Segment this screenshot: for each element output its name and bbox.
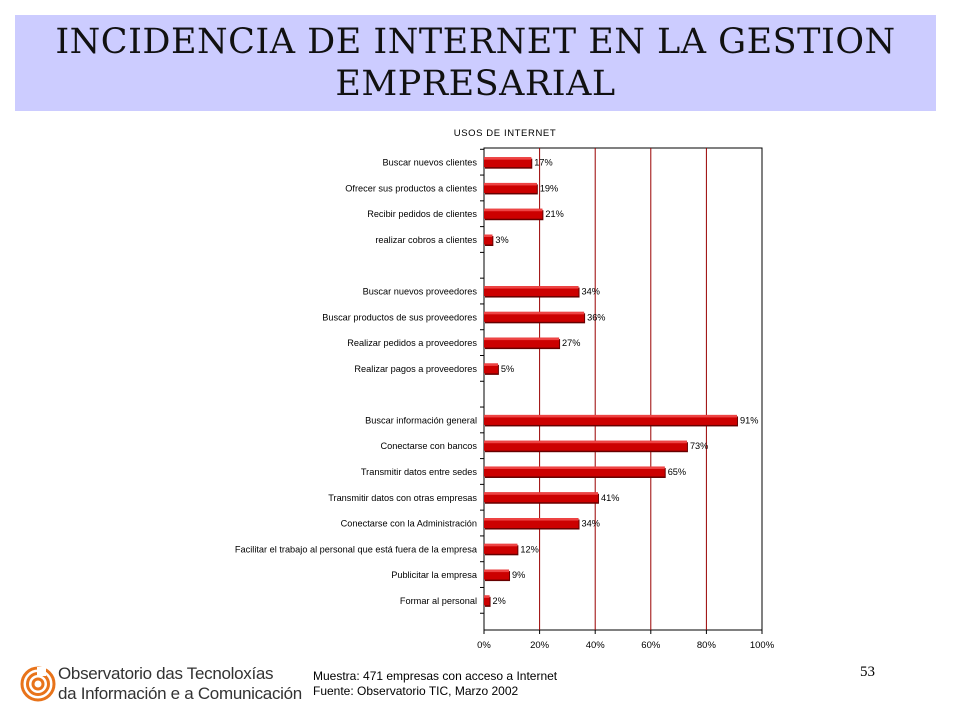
bar-highlight: [484, 492, 598, 495]
category-label: Publicitar la empresa: [391, 570, 478, 580]
category-label: Buscar productos de sus proveedores: [322, 312, 477, 322]
x-tick-label: 100%: [750, 640, 775, 651]
bar-highlight: [484, 569, 510, 573]
bar: [484, 414, 737, 425]
bar: [484, 208, 543, 219]
bar-highlight: [484, 363, 498, 366]
title-band: INCIDENCIA DE INTERNET EN LA GESTION EMP…: [15, 15, 936, 111]
page-title: INCIDENCIA DE INTERNET EN LA GESTION EMP…: [15, 21, 936, 105]
x-tick-label: 60%: [641, 640, 661, 651]
source-note: Fuente: Observatorio TIC, Marzo 2002: [313, 684, 519, 698]
bar-highlight: [484, 595, 490, 598]
bar: [484, 569, 510, 580]
x-tick-label: 20%: [530, 640, 550, 651]
page-number: 53: [860, 664, 875, 680]
bar-highlight: [484, 157, 532, 160]
plot-area: [483, 147, 763, 631]
category-label: Ofrecer sus productos a clientes: [345, 183, 477, 193]
bar-highlight: [484, 234, 493, 238]
category-label: Facilitar el trabajo al personal que est…: [235, 544, 478, 554]
data-label: 65%: [668, 467, 686, 477]
observatorio-logo: Observatorio das Tecnoloxías da Informac…: [20, 660, 302, 710]
spiral-logo-icon: [20, 666, 56, 702]
bar-highlight: [484, 414, 737, 418]
bar: [484, 286, 579, 297]
category-label: Buscar nuevos proveedores: [363, 287, 478, 297]
internet-uses-bar-chart: 0% 20% 40% 60% 80% 100% USOS DE INTERNET Buscar…: [235, 128, 775, 651]
logo-line-1: Observatorio das Tecnoloxías: [58, 664, 274, 683]
category-label: realizar cobros a clientes: [375, 235, 477, 245]
chart-title: USOS DE INTERNET: [454, 128, 557, 139]
data-label: 5%: [501, 364, 514, 374]
category-label: Transmitir datos con otras empresas: [328, 493, 477, 503]
bar-highlight: [484, 182, 537, 186]
bar: [484, 492, 598, 503]
x-tick-label: 40%: [586, 640, 606, 651]
data-label: 36%: [587, 312, 605, 322]
footer-note: Muestra: 471 empresas con acceso a Inter…: [313, 669, 557, 699]
bar-highlight: [484, 208, 543, 212]
bar-highlight: [484, 518, 579, 521]
data-label: 41%: [601, 493, 619, 503]
bar: [484, 363, 498, 374]
data-label: 17%: [534, 158, 552, 168]
bar: [484, 311, 585, 322]
bar: [484, 543, 518, 554]
bar: [484, 595, 490, 606]
bar: [484, 234, 493, 245]
category-label: Conectarse con la Administración: [341, 519, 477, 529]
bar-highlight: [484, 440, 687, 444]
data-label: 91%: [740, 415, 758, 425]
data-label: 9%: [512, 570, 525, 580]
bar: [484, 337, 560, 348]
category-label: Recibir pedidos de clientes: [367, 209, 477, 219]
logo-line-2: da Información e a Comunicación: [58, 684, 302, 703]
bar-highlight: [484, 311, 585, 315]
bar: [484, 440, 687, 451]
bar: [484, 157, 532, 168]
bar-highlight: [484, 337, 560, 341]
sample-note: Muestra: 471 empresas con acceso a Inter…: [313, 669, 558, 683]
x-tick-label: 80%: [697, 640, 717, 651]
bar: [484, 466, 665, 477]
data-label: 27%: [562, 338, 580, 348]
page-title-line-2: EMPRESARIAL: [335, 64, 616, 104]
category-label: Realizar pagos a proveedores: [354, 364, 477, 374]
data-label: 3%: [495, 235, 508, 245]
bar-highlight: [484, 286, 579, 289]
bar-highlight: [484, 543, 518, 547]
data-label: 19%: [540, 183, 558, 193]
category-label: Conectarse con bancos: [380, 441, 477, 451]
bar: [484, 518, 579, 529]
category-label: Buscar información general: [365, 415, 477, 425]
x-tick-label: 0%: [477, 640, 491, 651]
page-title-line-1: INCIDENCIA DE INTERNET EN LA GESTION: [55, 22, 896, 62]
data-label: 21%: [545, 209, 563, 219]
data-label: 73%: [690, 441, 708, 451]
data-label: 34%: [582, 519, 600, 529]
category-label: Formar al personal: [400, 596, 477, 606]
bar-highlight: [484, 466, 665, 469]
data-label: 2%: [493, 596, 506, 606]
category-label: Realizar pedidos a proveedores: [347, 338, 477, 348]
category-label: Transmitir datos entre sedes: [361, 467, 477, 477]
bar: [484, 182, 537, 193]
data-label: 34%: [582, 287, 600, 297]
data-label: 12%: [520, 544, 538, 554]
category-label: Buscar nuevos clientes: [383, 158, 478, 168]
